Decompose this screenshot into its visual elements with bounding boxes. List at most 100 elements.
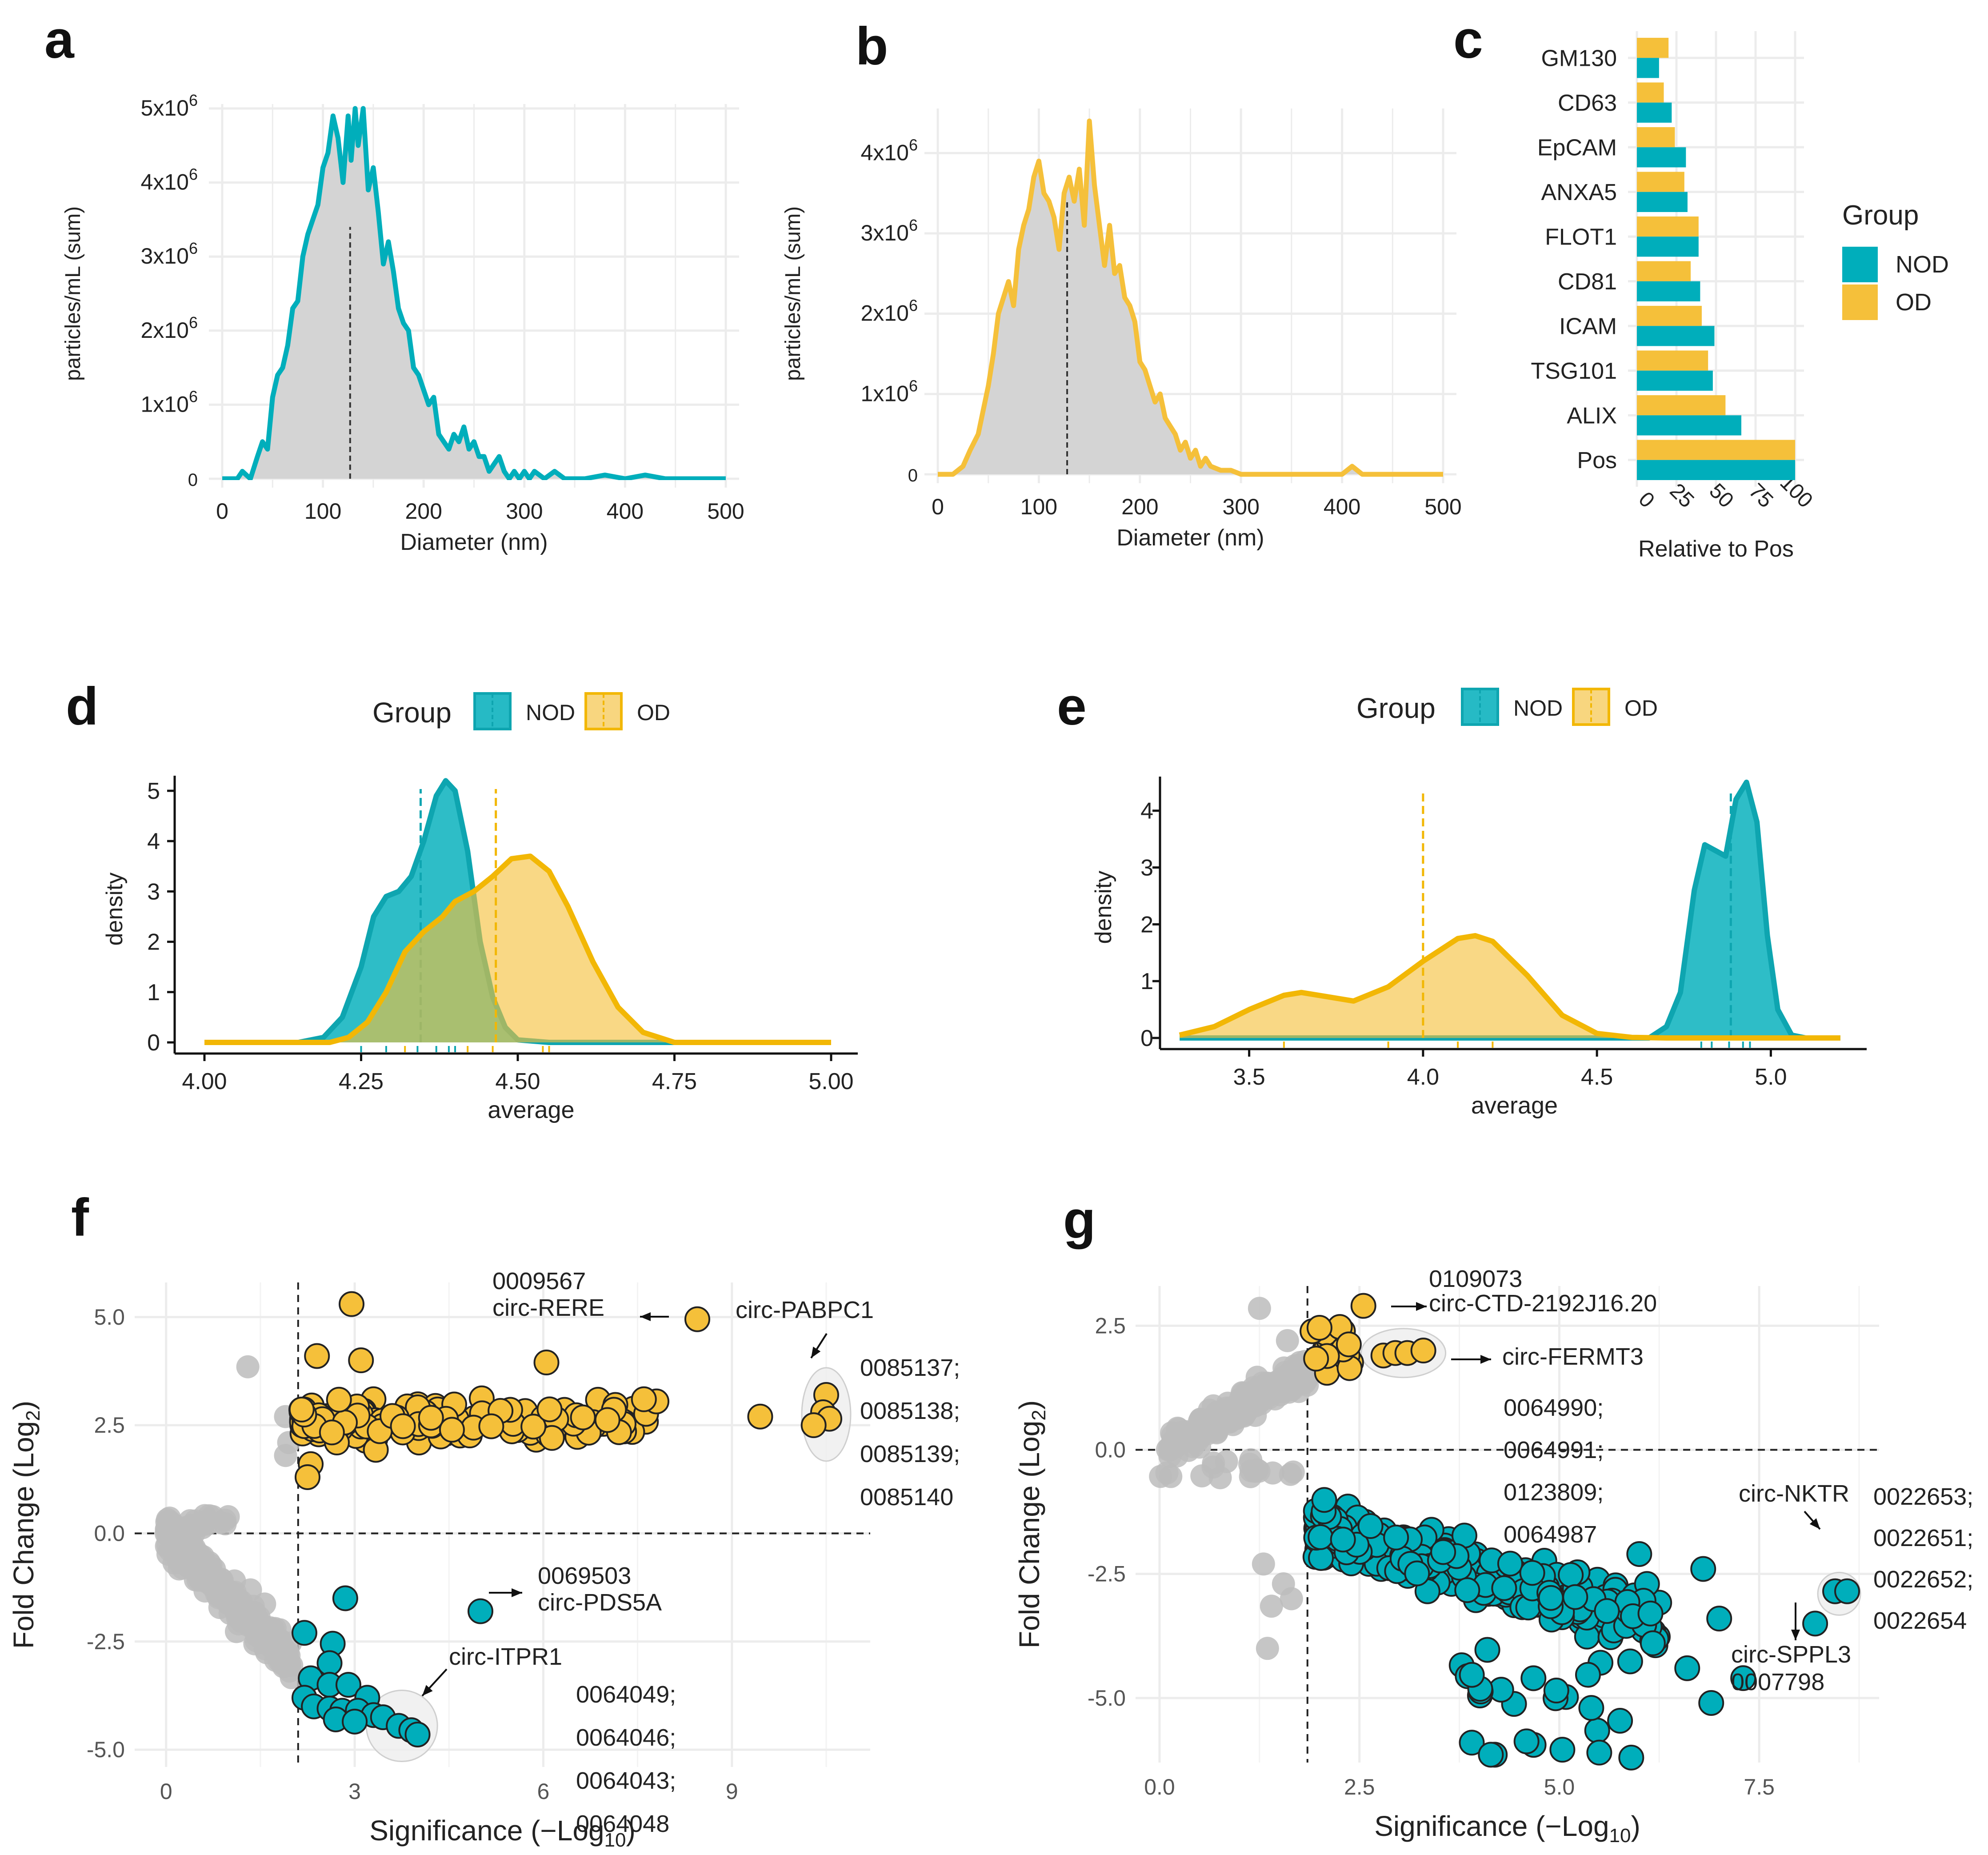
category-label: EpCAM [1537,135,1617,160]
point-nonsignificant [280,1666,303,1689]
point-up [418,1405,444,1431]
annotation-text: 0009567 [492,1268,586,1294]
point-up [536,1396,563,1422]
y-axis-label-end: ) [1013,1400,1045,1410]
y-tick-base: 5x10 [141,96,189,120]
y-tick-exponent: 6 [909,136,918,154]
y-axis-label-base: Fold Change (Log [1013,1421,1045,1648]
bar-nod [1637,460,1795,480]
y-tick-base: 1x10 [141,392,189,417]
point-up [631,1386,657,1412]
point-nonsignificant [180,1514,203,1537]
annotation-text: circ-FERMT3 [1502,1343,1644,1370]
point-down [1640,1630,1666,1656]
bar-nod [1637,415,1741,436]
point-down [1330,1526,1356,1553]
x-tick-label: 4.25 [339,1069,384,1094]
category-label: ALIX [1567,403,1617,429]
category-label: ANXA5 [1541,180,1617,205]
annotation-arrowhead [1480,1355,1491,1364]
point-down [1404,1560,1430,1587]
y-tick-label: -2.5 [87,1629,125,1654]
y-tick-label: 0 [147,1030,160,1056]
point-up [1336,1331,1362,1358]
legend-title: Group [1356,692,1436,724]
panel-letter-g: g [1063,1190,1096,1250]
annotation-text: 0085138; [860,1398,960,1424]
point-nonsignificant [236,1355,260,1378]
x-tick-label: 6 [537,1779,550,1804]
bar-od [1637,127,1675,148]
x-tick-label: 5.0 [1755,1064,1787,1090]
point-nonsignificant [1214,1406,1237,1430]
panel-e-density: 3.5 4.0 4.5 5.0 0 1 2 3 4 average density Group NOD O… [1091,688,1867,1119]
point-down [335,1672,361,1698]
y-axis-label: Fold Change (Log2) [8,1401,44,1649]
plot-area [1179,779,1840,1041]
y-tick-label: 5.0 [94,1305,125,1330]
plot-area [222,106,726,480]
category-label: FLOT1 [1545,224,1617,250]
point-down [1834,1578,1860,1604]
y-tick-label: 4 [147,829,160,854]
panel-letter-c: c [1453,10,1483,69]
point-down [1578,1695,1604,1721]
point-up [1306,1314,1332,1341]
y-tick-label: 1 [1140,969,1153,994]
y-tick-base: 4x10 [141,170,189,195]
annotation-text: circ-ITPR1 [449,1643,562,1670]
y-tick-exponent: 6 [189,387,198,405]
panel-letters: a b c d e f g [44,10,1483,1250]
legend-label-nod: NOD [1896,251,1949,278]
bar-nod [1637,236,1699,257]
point-nonsignificant [1208,1466,1232,1490]
bar-od [1637,306,1702,326]
point-down [1513,1728,1540,1755]
y-axis-label: particles/mL (sum) [781,206,805,381]
x-tick-label: 3 [348,1779,361,1804]
y-tick-label: -2.5 [1088,1562,1126,1587]
point-down [1459,1730,1485,1756]
y-tick-label: 2 [1140,912,1153,938]
annotation-arrowhead [422,1685,433,1696]
y-axis-label: Fold Change (Log2) [1013,1400,1050,1648]
point-up [1410,1338,1436,1364]
y-tick-label: 3 [147,879,160,905]
point-up [539,1425,565,1451]
x-tick-label: 0.0 [1144,1775,1175,1799]
y-tick-base: 3x10 [861,220,909,245]
y-tick-label: 4x106 [141,165,198,195]
point-down [1308,1524,1334,1550]
point-nonsignificant [274,1444,297,1467]
panel-letter-f: f [71,1188,89,1247]
point-nonsignificant [1276,1329,1299,1352]
legend-key-od [1842,284,1878,320]
bar-od [1637,395,1726,416]
x-axis-label-base: Significance (−Log [369,1815,604,1847]
point-nonsignificant [223,1580,247,1604]
bar-nod [1637,192,1688,212]
annotation-text: circ-RERE [492,1294,604,1321]
bar-od [1637,350,1708,371]
y-axis-label: particles/mL (sum) [61,206,85,381]
point-down [1690,1556,1716,1582]
y-tick-exponent: 6 [189,91,198,109]
x-tick-label: 4.0 [1407,1064,1439,1090]
y-tick-label: 2.5 [94,1413,125,1438]
x-tick-label: 400 [1324,494,1360,519]
point-nonsignificant [1155,1461,1179,1485]
y-tick-base: 2x10 [141,318,189,343]
annotation-arrowhead [512,1588,522,1597]
category-label: GM130 [1541,45,1617,71]
x-axis-label-end: ) [1631,1810,1640,1842]
panel-letter-d: d [66,677,98,736]
point-nonsignificant [1245,1387,1268,1410]
x-tick-label: 3.5 [1233,1064,1265,1090]
y-tick-label: 0 [908,466,918,485]
x-axis-label: average [1471,1092,1558,1119]
size-distribution-line [938,118,1443,477]
y-tick-label: 2 [147,930,160,955]
annotation-text: 0109073 [1429,1266,1522,1292]
y-tick-base: 2x10 [861,301,909,326]
point-down [1357,1513,1384,1539]
